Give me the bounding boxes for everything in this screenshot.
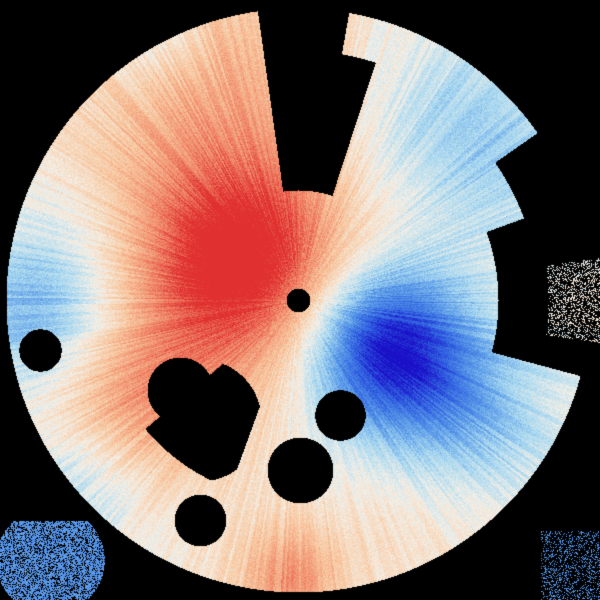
radar-site-marker: [293, 295, 303, 305]
